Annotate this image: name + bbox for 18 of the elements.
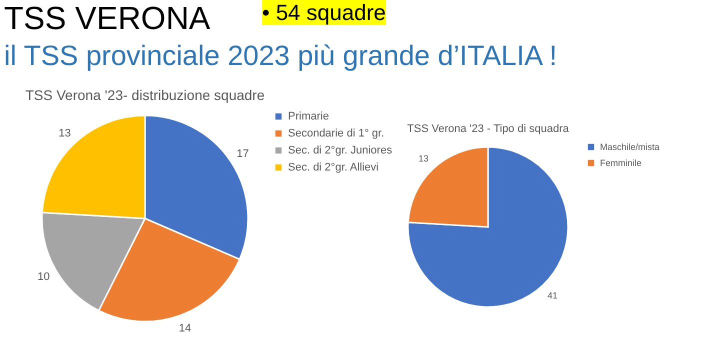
chart-title: TSS Verona '23- distribuzione squadre [25, 87, 265, 103]
legend-label: Primarie [288, 110, 329, 122]
data-label: 13 [58, 127, 71, 140]
data-label: 10 [38, 271, 50, 283]
text: • 54 squadre [262, 0, 386, 25]
legend-label: Femminile [600, 158, 642, 168]
text: il TSS provinciale 2023 più grande d’ITALIA ! [4, 40, 558, 72]
data-label: 14 [178, 322, 192, 334]
legend-label: Sec. di 2°gr. Allievi [288, 162, 379, 174]
legend-label: Maschile/mista [600, 142, 660, 152]
legend-label: Secondarie di 1° gr. [288, 128, 384, 140]
data-label: 17 [236, 148, 249, 160]
pie-slice [407, 146, 569, 308]
text: TSS VERONA [4, 0, 210, 37]
legend-label: Sec. di 2°gr. Juniores [288, 144, 393, 156]
data-label: 13 [418, 154, 428, 164]
data-label: 41 [548, 290, 558, 300]
chart-title: TSS Verona '23 - Tipo di squadra [407, 123, 570, 135]
